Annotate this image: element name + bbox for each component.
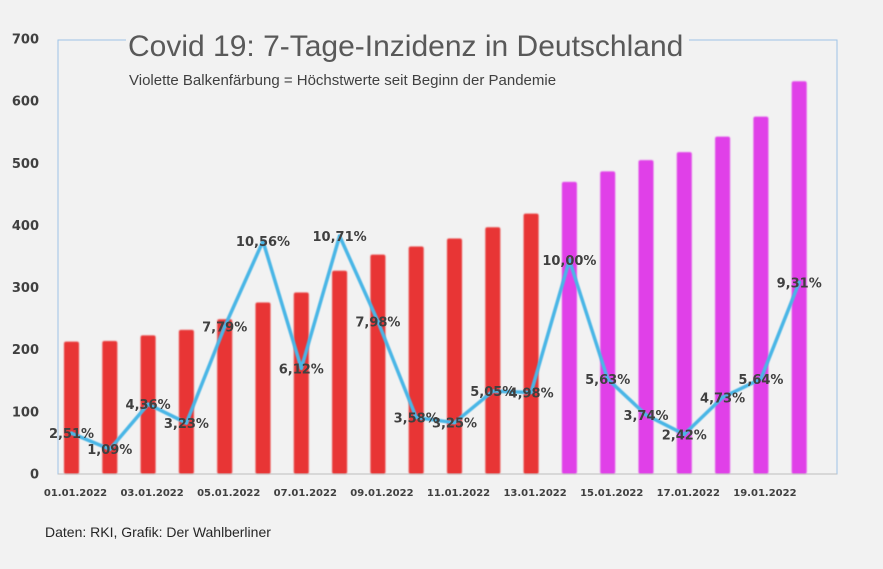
x-tick-label: 07.01.2022 [274, 488, 337, 499]
y-tick-label: 300 [12, 281, 39, 296]
x-tick-label: 09.01.2022 [350, 488, 413, 499]
data-labels: 2,51%1,09% 4,36% 3,23% 7,79% 10,56% 6,12% 10,7… [49, 230, 822, 458]
y-tick-label: 600 [12, 95, 39, 110]
bar [332, 270, 348, 474]
x-axis: 01.01.2022 03.01.2022 05.01.2022 07.01.2022… [44, 488, 797, 499]
line-point [721, 395, 725, 399]
line-point [414, 416, 418, 420]
data-label: 3,58% [394, 412, 439, 427]
x-tick-label: 11.01.2022 [427, 488, 490, 499]
line-point [376, 319, 380, 323]
y-tick-label: 200 [12, 343, 39, 358]
bar [102, 341, 118, 474]
line-point [567, 258, 571, 262]
bar [485, 227, 501, 474]
x-tick-label: 19.01.2022 [733, 488, 796, 499]
bar [523, 213, 539, 474]
line-point [70, 431, 73, 435]
data-label: 10,00% [542, 254, 596, 269]
data-label: 1,09% [87, 443, 132, 458]
y-tick-label: 500 [12, 157, 39, 172]
line-point [682, 432, 686, 436]
source-note: Daten: RKI, Grafik: Der Wahlberliner [45, 524, 271, 540]
bar [715, 136, 731, 475]
bar [447, 238, 462, 474]
bar [370, 254, 386, 474]
line-series [69, 234, 801, 451]
y-tick-label: 0 [30, 468, 39, 483]
line-point [606, 377, 610, 381]
y-tick-label: 100 [12, 405, 39, 420]
bar [217, 319, 233, 474]
y-tick-label: 700 [12, 33, 39, 48]
line-point [184, 421, 188, 425]
chart-title: Covid 19: 7-Tage-Inzidenz in Deutschland [126, 30, 690, 64]
bar [676, 152, 692, 474]
bar [561, 181, 577, 474]
line-point [453, 421, 456, 425]
data-label: 4,36% [126, 398, 171, 413]
y-axis: 0 100 200 300 400 500 600 700 [12, 33, 39, 483]
x-tick-label: 03.01.2022 [120, 488, 183, 499]
data-label: 7,79% [202, 321, 247, 336]
bar [753, 116, 769, 474]
bar [293, 292, 309, 474]
x-tick-label: 13.01.2022 [503, 488, 566, 499]
bar [178, 329, 194, 474]
data-label: 4,73% [700, 391, 745, 406]
x-tick-label: 17.01.2022 [657, 488, 720, 499]
line-point [223, 325, 227, 329]
line-point [797, 280, 801, 284]
data-label: 7,98% [355, 315, 400, 330]
data-label: 5,05% [470, 385, 515, 400]
line-point [146, 402, 150, 406]
data-label: 3,23% [164, 417, 209, 432]
data-label: 4,98% [509, 387, 554, 402]
x-tick-label: 05.01.2022 [197, 488, 260, 499]
bar [255, 302, 271, 474]
bar [791, 81, 807, 474]
line-point [759, 377, 763, 381]
data-label: 5,63% [585, 373, 630, 388]
data-label: 3,25% [432, 417, 477, 432]
chart-subtitle: Violette Balkenfärbung = Höchstwerte sei… [129, 72, 557, 89]
bar [600, 171, 616, 474]
data-label: 9,31% [777, 276, 822, 291]
series-line [69, 234, 801, 451]
line-point [491, 389, 495, 393]
line-point [644, 413, 648, 417]
line-point [299, 366, 303, 370]
data-label: 10,56% [236, 235, 290, 250]
x-tick-label: 15.01.2022 [580, 488, 643, 499]
line-point [261, 239, 265, 243]
data-label: 5,64% [738, 373, 783, 388]
line-point [108, 447, 112, 451]
data-label: 2,51% [49, 427, 94, 442]
bar [408, 246, 424, 474]
bar [64, 341, 79, 474]
bar [638, 160, 654, 474]
data-label: 3,74% [623, 409, 668, 424]
x-tick-label: 01.01.2022 [44, 488, 107, 499]
line-point [338, 234, 342, 238]
bar-series [64, 81, 807, 475]
data-label: 2,42% [662, 428, 707, 443]
data-label: 10,71% [313, 230, 367, 245]
y-tick-label: 400 [12, 219, 39, 234]
data-label: 6,12% [279, 362, 324, 377]
line-point [529, 391, 533, 395]
